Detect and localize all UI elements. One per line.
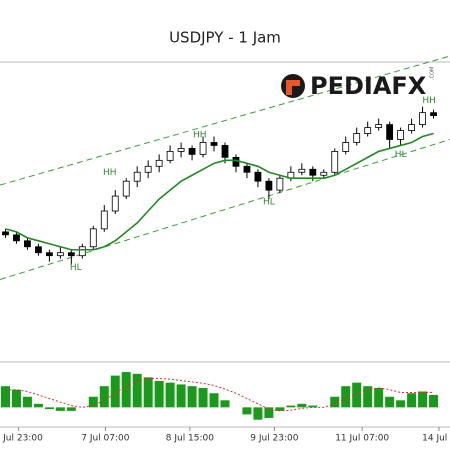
logo-icon-accent xyxy=(286,80,300,95)
macd-bar xyxy=(209,393,219,408)
macd-bar xyxy=(308,405,318,408)
candle-body xyxy=(199,142,207,155)
candle-body xyxy=(243,165,251,173)
candle-body xyxy=(2,231,9,236)
macd-bar xyxy=(121,372,131,408)
macd-bar xyxy=(418,391,428,408)
channel-line xyxy=(0,139,450,281)
macd-bar xyxy=(0,386,10,408)
candle-body xyxy=(133,171,141,182)
macd-bar xyxy=(429,395,439,408)
macd-bar xyxy=(132,373,142,408)
logo-text: PEDIAFX xyxy=(310,72,427,100)
macd-bar xyxy=(176,384,186,408)
logo: PEDIAFX .COM xyxy=(281,67,436,100)
candle-body xyxy=(364,127,372,134)
candle-body xyxy=(177,148,185,152)
macd-bar xyxy=(253,407,263,420)
annotation: HL xyxy=(263,198,275,208)
macd-bar xyxy=(110,375,120,408)
macd-bar xyxy=(374,387,384,408)
x-tick-label: 8 Jul 15:00 xyxy=(166,434,215,444)
macd-bar xyxy=(66,407,76,411)
candle-body xyxy=(210,142,218,146)
annotation: HH xyxy=(422,96,436,106)
macd-bar xyxy=(154,380,164,408)
candle-body xyxy=(419,112,426,125)
candle-body xyxy=(122,180,130,197)
macd-bar xyxy=(396,400,406,408)
annotation: HL xyxy=(395,150,407,160)
candle-body xyxy=(298,168,306,173)
annotation: HL xyxy=(70,263,82,273)
candle-body xyxy=(24,240,31,248)
chart-title: USDJPY - 1 Jam xyxy=(169,29,281,47)
moving-average xyxy=(5,132,434,251)
candle-body xyxy=(155,159,163,167)
candle-body xyxy=(111,195,119,212)
macd-bar xyxy=(264,407,274,418)
candle-body xyxy=(397,130,405,140)
candle-body xyxy=(331,150,339,173)
candle-body xyxy=(89,228,97,248)
candle-body xyxy=(386,124,394,140)
channel-line xyxy=(0,55,450,186)
macd-bar xyxy=(275,407,285,411)
macd-signal xyxy=(5,377,434,412)
x-tick-label: 9 Jul 23:00 xyxy=(250,434,299,444)
macd-bar xyxy=(297,403,307,408)
candle-body xyxy=(320,171,328,176)
candle-body xyxy=(67,252,75,257)
macd-bar xyxy=(33,403,43,408)
candle-body xyxy=(35,246,42,254)
macd-bar xyxy=(143,377,153,408)
macd-bar xyxy=(88,396,98,408)
macd-bar xyxy=(286,405,296,408)
macd-bar xyxy=(242,407,252,415)
macd-bar xyxy=(363,386,373,408)
macd-bar xyxy=(165,382,175,408)
macd-bar xyxy=(44,407,54,410)
candle-body xyxy=(45,252,53,257)
candle-body xyxy=(309,168,317,176)
macd-bar xyxy=(407,393,417,408)
macd-bar xyxy=(330,396,340,408)
x-tick-label: 7 Jul 07:00 xyxy=(81,434,130,444)
candle-body xyxy=(100,210,108,230)
candle-body xyxy=(13,234,20,242)
macd-bar xyxy=(99,386,109,408)
candle-body xyxy=(254,171,262,182)
logo-suffix: .COM xyxy=(430,67,436,80)
candle-body xyxy=(276,177,284,191)
macd-bar xyxy=(187,386,197,408)
annotation: HH xyxy=(193,131,207,141)
macd-bar xyxy=(352,382,362,408)
candle-body xyxy=(56,252,64,257)
candle-body xyxy=(408,124,415,131)
x-tick-label: 6 Jul 23:00 xyxy=(0,434,43,444)
candle-body xyxy=(221,145,229,158)
candle-body xyxy=(342,142,350,152)
macd-bar xyxy=(55,407,65,411)
x-tick-label: 14 Jul 1 xyxy=(422,434,450,444)
candle-body xyxy=(375,124,383,128)
candle-body xyxy=(78,246,86,257)
macd-bar xyxy=(198,387,208,408)
macd-bar xyxy=(220,400,230,408)
candle-body xyxy=(166,150,174,161)
candle-body xyxy=(265,180,273,191)
macd-bar xyxy=(11,389,21,408)
candle-body xyxy=(353,133,361,143)
macd-bar xyxy=(341,386,351,408)
macd-bar xyxy=(385,396,395,408)
x-tick-label: 11 Jul 07:00 xyxy=(335,434,389,444)
candle-body xyxy=(188,148,196,155)
candle-body xyxy=(232,156,240,167)
annotation: HH xyxy=(103,168,117,178)
candle-body xyxy=(144,165,152,173)
macd-bar xyxy=(22,396,32,408)
candle-body xyxy=(430,112,437,117)
